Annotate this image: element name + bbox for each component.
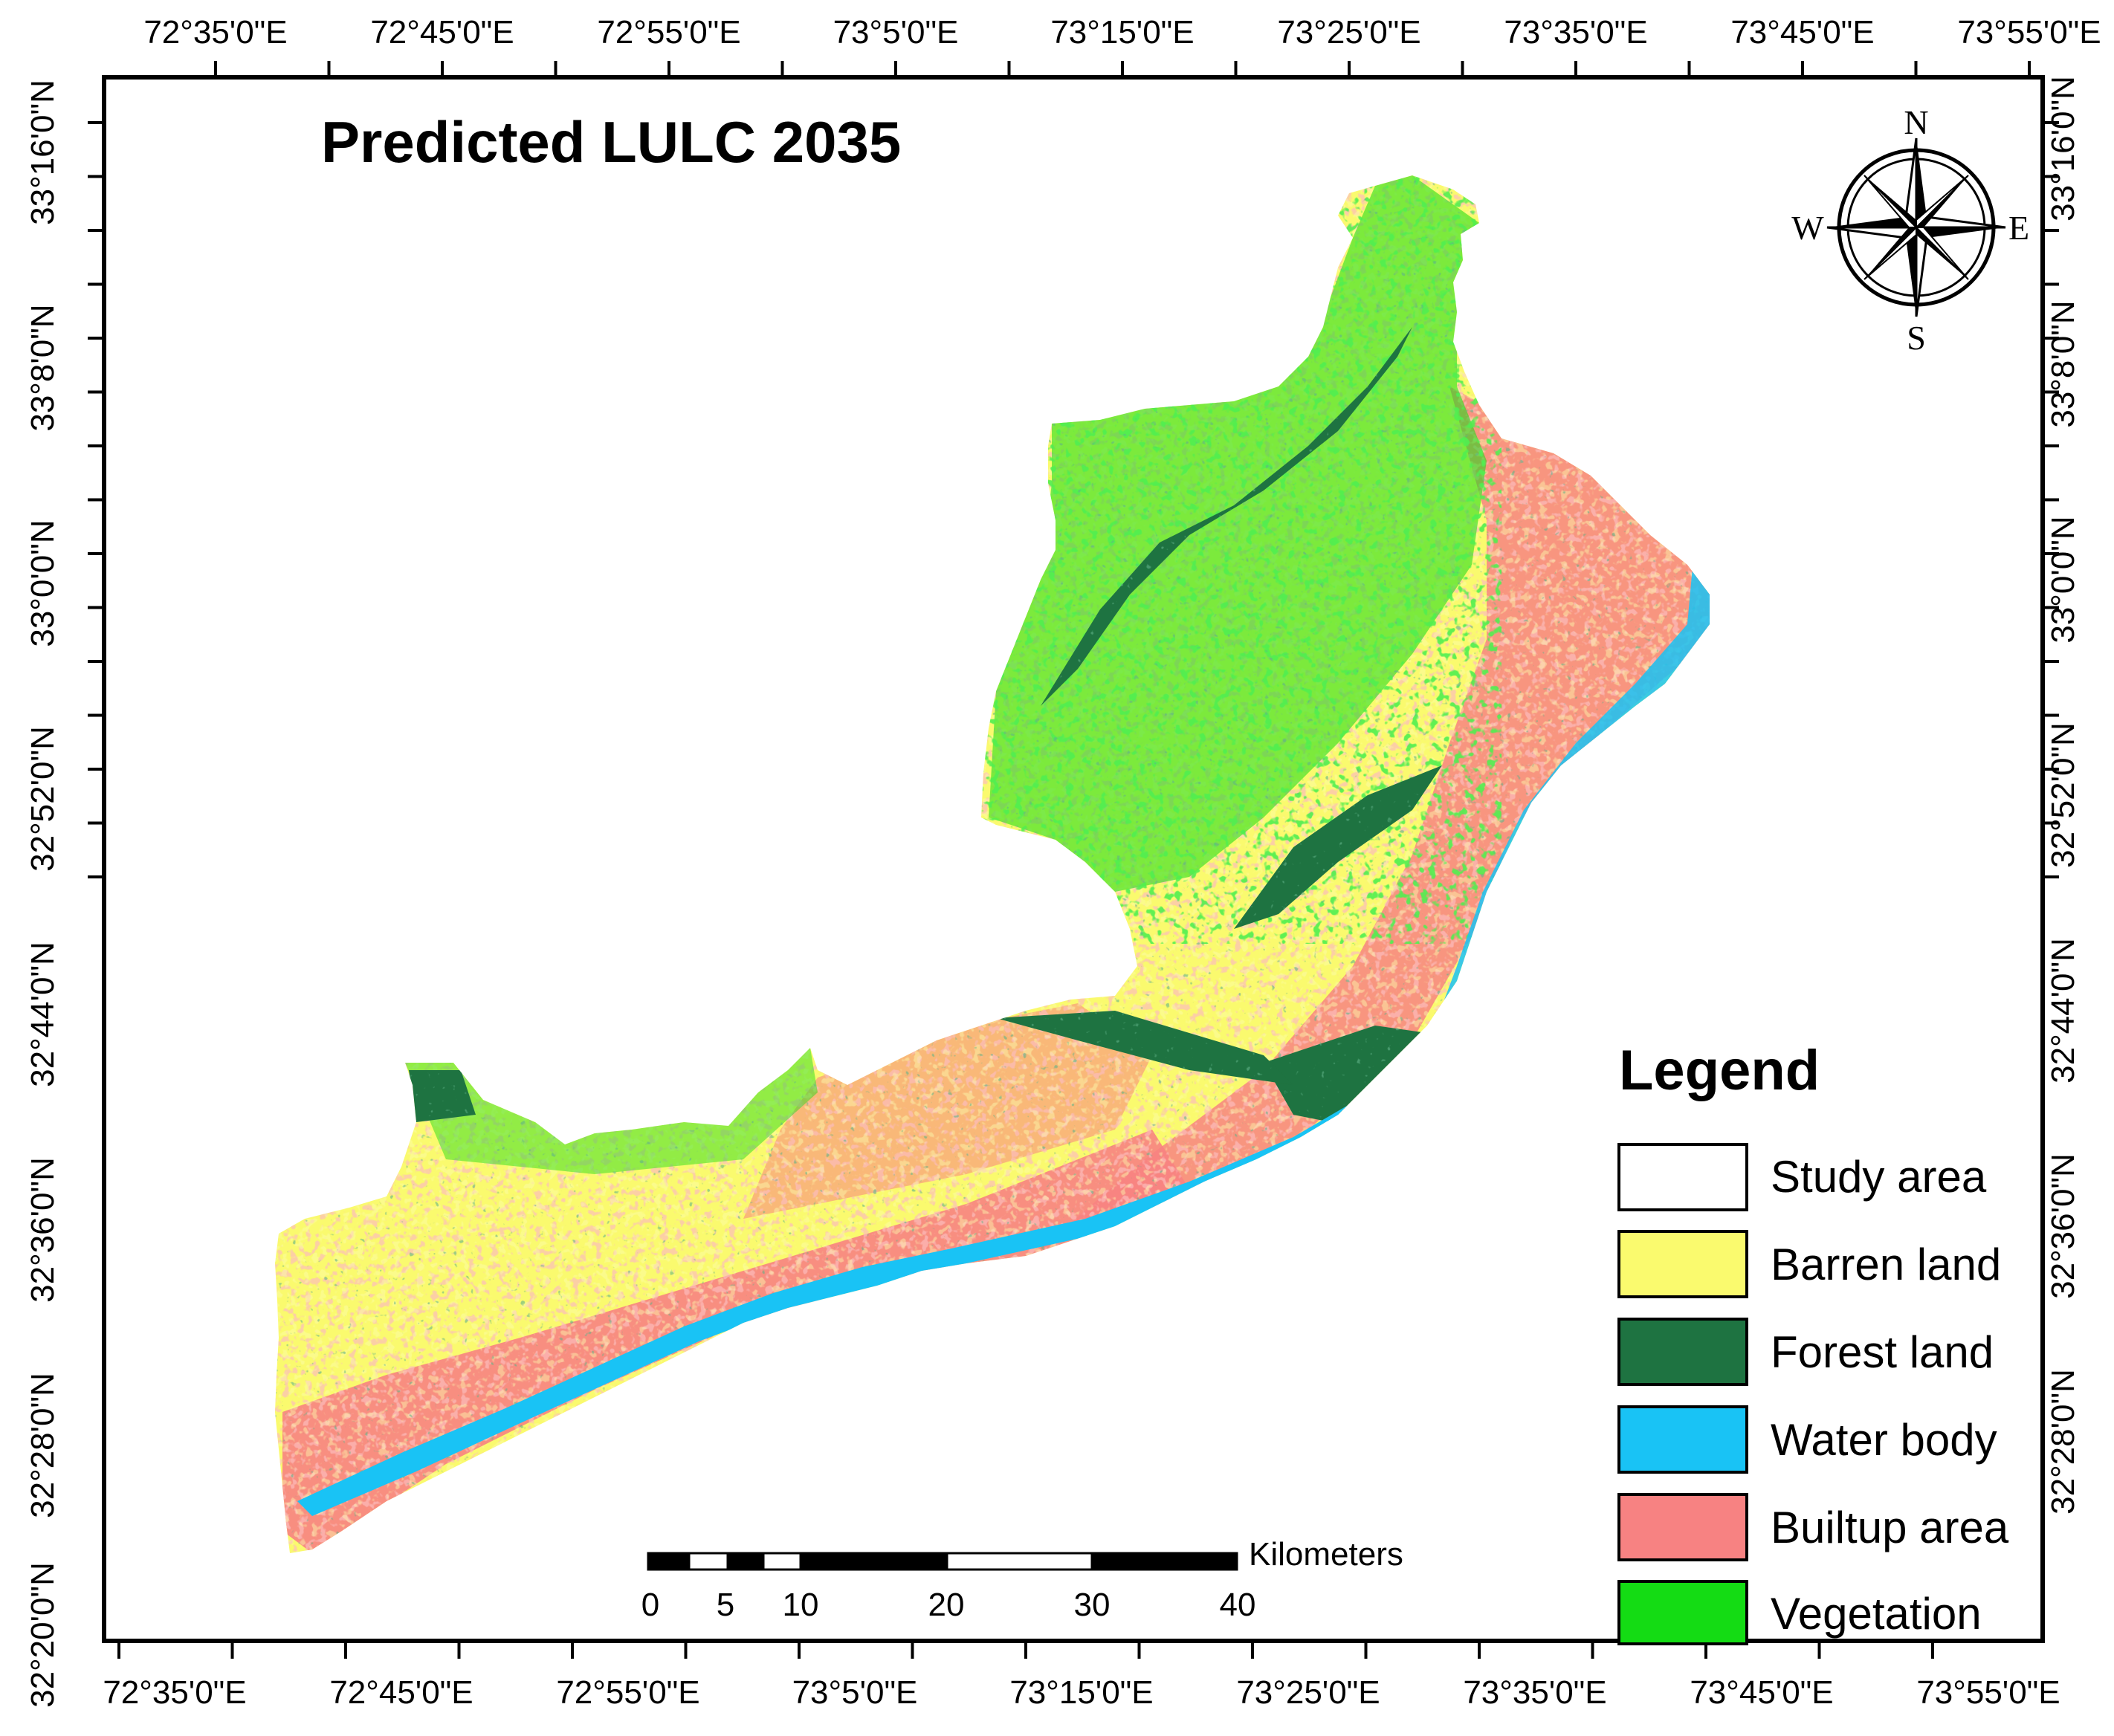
bottom-axis-labels: 72°35'0"E 72°45'0"E 72°55'0"E 73°5'0"E 7… — [103, 1674, 2060, 1711]
graticule-ticks — [88, 61, 2059, 1659]
top-label: 72°55'0"E — [597, 14, 740, 51]
river-south — [297, 1085, 1397, 1516]
top-label: 73°5'0"E — [833, 14, 959, 51]
scale-tick-label: 40 — [1220, 1587, 1256, 1623]
legend-swatch — [1617, 1580, 1748, 1645]
top-label: 73°35'0"E — [1504, 14, 1647, 51]
scale-seg — [647, 1552, 691, 1571]
right-label: 32°36'0"N — [2045, 1153, 2081, 1299]
scale-bar: 0 5 10 20 30 40 Kilometers — [641, 1536, 1403, 1623]
right-label: 33°16'0"N — [2045, 76, 2081, 221]
bottom-label: 72°45'0"E — [329, 1674, 473, 1711]
compass-s: S — [1907, 319, 1926, 357]
bottom-label: 72°35'0"E — [103, 1674, 246, 1711]
legend-label: Builtup area — [1771, 1503, 2009, 1552]
legend-swatch — [1617, 1318, 1748, 1386]
right-label: 33°0'0"N — [2045, 516, 2081, 643]
scale-tick-label: 0 — [641, 1587, 659, 1623]
top-label: 72°35'0"E — [143, 14, 287, 51]
right-label: 32°52'0"N — [2045, 722, 2081, 868]
left-label: 32°28'0"N — [25, 1373, 61, 1518]
legend-item-barren-land: Barren land — [1617, 1230, 2001, 1298]
legend-label: Study area — [1771, 1152, 1987, 1202]
legend-item-forest-land: Forest land — [1617, 1318, 1994, 1386]
left-label: 32°52'0"N — [25, 726, 61, 872]
left-label: 32°36'0"N — [25, 1157, 61, 1303]
right-label: 32°28'0"N — [2045, 1369, 2081, 1515]
compass-w: W — [1791, 209, 1824, 247]
left-label: 33°8'0"N — [25, 304, 61, 431]
top-axis-labels: 72°35'0"E 72°45'0"E 72°55'0"E 73°5'0"E 7… — [143, 14, 2101, 51]
compass-star-icon — [1826, 137, 2006, 317]
compass-rose: N S E W — [1791, 103, 2029, 357]
legend-swatch — [1617, 1230, 1748, 1298]
legend-item-study-area: Study area — [1617, 1143, 1987, 1211]
top-label: 73°45'0"E — [1730, 14, 1874, 51]
bottom-label: 73°55'0"E — [1916, 1674, 2060, 1711]
scale-seg — [726, 1552, 765, 1571]
legend-label: Water body — [1771, 1415, 1997, 1465]
left-axis-labels: 33°16'0"N 33°8'0"N 33°0'0"N 32°52'0"N 32… — [25, 80, 61, 1708]
scale-seg — [1090, 1552, 1238, 1571]
scale-tick-label: 30 — [1074, 1587, 1111, 1623]
right-axis-labels: 33°16'0"N 33°8'0"N 33°0'0"N 32°52'0"N 32… — [2045, 76, 2081, 1515]
bottom-label: 73°25'0"E — [1236, 1674, 1380, 1711]
right-label: 33°8'0"N — [2045, 300, 2081, 427]
bottom-label: 73°35'0"E — [1463, 1674, 1606, 1711]
top-label: 73°25'0"E — [1277, 14, 1420, 51]
top-label: 72°45'0"E — [370, 14, 514, 51]
legend-swatch — [1617, 1493, 1748, 1561]
scale-tick-label: 20 — [928, 1587, 965, 1623]
legend-swatch — [1617, 1143, 1748, 1211]
legend-label: Vegetation — [1771, 1589, 1982, 1639]
legend-item-vegetation: Vegetation — [1617, 1580, 1982, 1645]
legend-label: Barren land — [1771, 1240, 2001, 1289]
left-label: 33°0'0"N — [25, 519, 61, 647]
legend-label: Forest land — [1771, 1327, 1994, 1377]
scale-seg — [946, 1552, 1093, 1571]
scale-seg — [688, 1552, 729, 1571]
left-label: 33°16'0"N — [25, 80, 61, 225]
top-label: 73°55'0"E — [1957, 14, 2101, 51]
scale-tick-label: 10 — [783, 1587, 819, 1623]
bottom-label: 73°45'0"E — [1690, 1674, 1833, 1711]
legend-item-water-body: Water body — [1617, 1405, 1997, 1474]
right-label: 32°44'0"N — [2045, 938, 2081, 1084]
scale-seg — [762, 1552, 802, 1571]
legend-title: Legend — [1619, 1039, 1820, 1102]
bottom-label: 73°5'0"E — [792, 1674, 918, 1711]
compass-n: N — [1904, 103, 1928, 141]
bottom-label: 72°55'0"E — [556, 1674, 699, 1711]
scale-seg — [799, 1552, 948, 1571]
scale-tick-label: 5 — [717, 1587, 734, 1623]
compass-e: E — [2008, 209, 2029, 247]
legend-swatch — [1617, 1405, 1748, 1474]
top-label: 73°15'0"E — [1050, 14, 1194, 51]
map-title: Predicted LULC 2035 — [321, 109, 901, 175]
left-label: 32°20'0"N — [25, 1562, 61, 1708]
bottom-label: 73°15'0"E — [1009, 1674, 1153, 1711]
scale-unit: Kilometers — [1249, 1536, 1403, 1573]
legend: Legend Study area Barren land Forest lan… — [1617, 1039, 2009, 1645]
left-label: 32°44'0"N — [25, 942, 61, 1087]
legend-item-builtup-area: Builtup area — [1617, 1493, 2009, 1561]
